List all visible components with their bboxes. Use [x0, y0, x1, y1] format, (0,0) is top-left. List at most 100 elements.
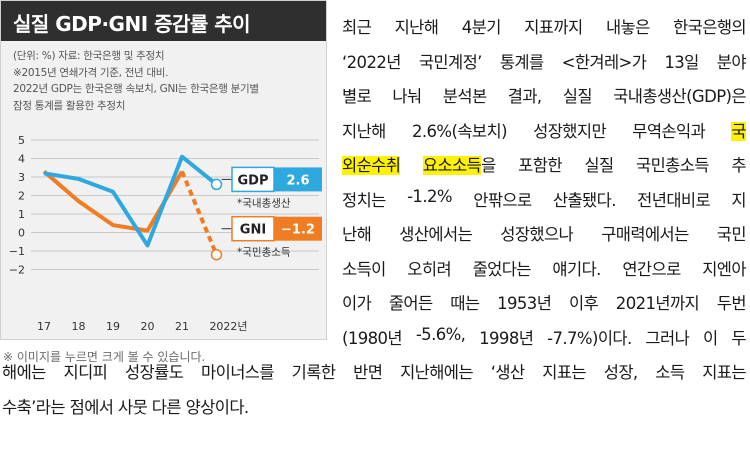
chart-note: 잠정 통계를 활용한 추정치	[13, 99, 126, 112]
article-word-group: 해에는	[2, 359, 46, 383]
article-word-group: <한겨레>가	[562, 49, 647, 73]
gdp-series-line	[43, 154, 218, 248]
article-word: 구매력에서는	[601, 225, 689, 244]
article-word-group: 최근	[342, 14, 372, 38]
y-tick-label: 0	[18, 227, 25, 240]
article-word-group: 2021년까지	[616, 290, 700, 314]
article-word: 소득	[655, 363, 685, 382]
article-word-group: 지디피	[63, 359, 107, 383]
article-word: 지디피	[63, 363, 108, 382]
article-word-group: 지난해	[395, 14, 439, 38]
x-tick-label: 18	[72, 320, 86, 333]
article-word-group: 분석본	[443, 83, 487, 107]
article-word-group: 이	[703, 325, 718, 349]
gni-end-point	[210, 248, 223, 261]
article-word: 줄어든	[388, 294, 433, 313]
gni-badge-value: −1.2	[281, 223, 315, 238]
article-word-group: 성장,	[604, 359, 638, 383]
gdp-sublabel: *국내총생산	[237, 197, 291, 209]
article-word: 통계를	[499, 52, 544, 72]
article-word-group: 실질	[584, 152, 614, 176]
article-word: 추	[731, 156, 746, 175]
article-word-group: 국민계정’	[419, 49, 483, 73]
article-word: 얘기다.	[552, 259, 601, 279]
article-word: 그러나	[645, 328, 690, 348]
chart-figure[interactable]: 실질 GDP·GNI 증감률 추이 (단위: %) 자료: 한국은행 및 추정치…	[0, 0, 327, 340]
article-word-group: 별로	[342, 83, 372, 107]
y-tick-label: −2	[9, 264, 25, 277]
article-word: 마이너스를	[201, 363, 275, 382]
article-word-group: 이가	[342, 290, 372, 314]
article-word: 실질	[562, 87, 593, 106]
article-word: 지난해에는	[400, 363, 474, 382]
x-tick-label: 20	[141, 320, 155, 333]
y-tick-label: 3	[18, 171, 25, 184]
article-line: 난해 생산에서는 성장했으나 구매력에서는 국민	[342, 221, 747, 245]
gni-series-line	[42, 169, 184, 233]
article-word-group: 구매력에서는	[601, 221, 689, 245]
article-word-group: 1953년	[497, 290, 552, 314]
gni-estimate-line	[180, 170, 219, 256]
article-word-group: 2.6%(속보치)	[412, 118, 508, 142]
article-word-group: 지표는	[542, 359, 586, 383]
gni-sublabel: *국민총소득	[237, 247, 291, 259]
chart-notes: (단위: %) 자료: 한국은행 및 추정치 ※2015년 연쇄가격 기준, 전…	[13, 48, 318, 114]
article-word-group: -5.6%,	[416, 325, 466, 349]
article-word: 지	[731, 190, 746, 210]
article-word-group: 무역손익과	[632, 118, 706, 142]
article-word-group: 요소소득을	[422, 152, 496, 176]
article-word-group: 성장률도	[125, 359, 184, 383]
article-word-group: 산출됐다.	[553, 187, 617, 211]
article-word: 분석본	[442, 87, 487, 106]
article-word: 때는	[450, 294, 480, 313]
article-word: 나눠	[392, 87, 422, 106]
article-word: 1998년	[479, 328, 534, 348]
article-word-group: 줄어든	[389, 290, 433, 314]
article-word-group: 결과,	[508, 83, 542, 107]
article-word-group: 한국은행의	[673, 14, 747, 38]
article-word-group: 13일	[664, 49, 699, 73]
x-tick-label: 17	[37, 320, 51, 333]
article-word: 이가	[342, 294, 372, 313]
article-line: 해에는 지디피 성장률도 마이너스를 기록한 반면 지난해에는 ‘생산 지표는 성장, 소득 지표는	[2, 359, 747, 383]
highlighted-text: 요소소득	[422, 156, 482, 175]
article-line: 정치는 -1.2% 안팎으로 산출됐다. 전년대비로 지	[342, 187, 747, 211]
chart-title: 실질 GDP·GNI 증감률 추이	[13, 12, 251, 36]
article-word: 성장했지만	[533, 121, 607, 141]
gdp-end-point	[210, 178, 223, 191]
article-word: 한국은행의	[673, 18, 747, 37]
article-word: 기록한	[291, 363, 336, 382]
article-word: 성장,	[603, 363, 638, 382]
article-word: 전년대비로	[637, 190, 711, 210]
article-word: 1953년	[497, 294, 552, 313]
article-word-group: 그러나	[645, 325, 689, 349]
article-word-group: 마이너스를	[201, 359, 275, 383]
article-word: 해에는	[2, 363, 46, 382]
article-word-group: 지난해	[342, 118, 386, 142]
article-word-group: 추	[731, 152, 746, 176]
y-tick-label: 5	[18, 134, 25, 147]
article-word-group: 국	[731, 118, 747, 142]
article-word-group: 오히려	[407, 256, 451, 280]
article-word: 오히려	[407, 259, 452, 279]
article-word: 국민	[716, 225, 747, 244]
article-word: -5.6%,	[415, 324, 466, 344]
article-word: ‘2022년	[342, 52, 401, 72]
article-word: 분야	[716, 52, 747, 72]
article-word-group: 4분기	[462, 14, 502, 38]
article-word-group: 난해	[342, 221, 372, 245]
chart-note: 2022년 GDP는 한국은행 속보치, GNI는 한국은행 분기별	[13, 83, 259, 95]
gdp-badge-value: 2.6	[286, 173, 309, 188]
article-word-group: 지표는	[702, 359, 746, 383]
article-word: 줄었다는	[472, 259, 532, 279]
article-line: 지난해 2.6%(속보치) 성장했지만 무역손익과 국	[342, 118, 747, 142]
article-word: 정치는	[342, 190, 386, 210]
article-line: 이가 줄어든 때는 1953년 이후 2021년까지 두번	[342, 290, 747, 314]
gni-badge-value-box	[274, 216, 322, 241]
article-word-group: 소득	[655, 359, 685, 383]
article-word-group: 지엔아	[702, 256, 746, 280]
y-tick-label: 1	[18, 208, 25, 221]
image-caption: ※ 이미지를 누르면 크게 볼 수 있습니다.	[3, 350, 206, 364]
article-word: 실질	[584, 156, 614, 175]
